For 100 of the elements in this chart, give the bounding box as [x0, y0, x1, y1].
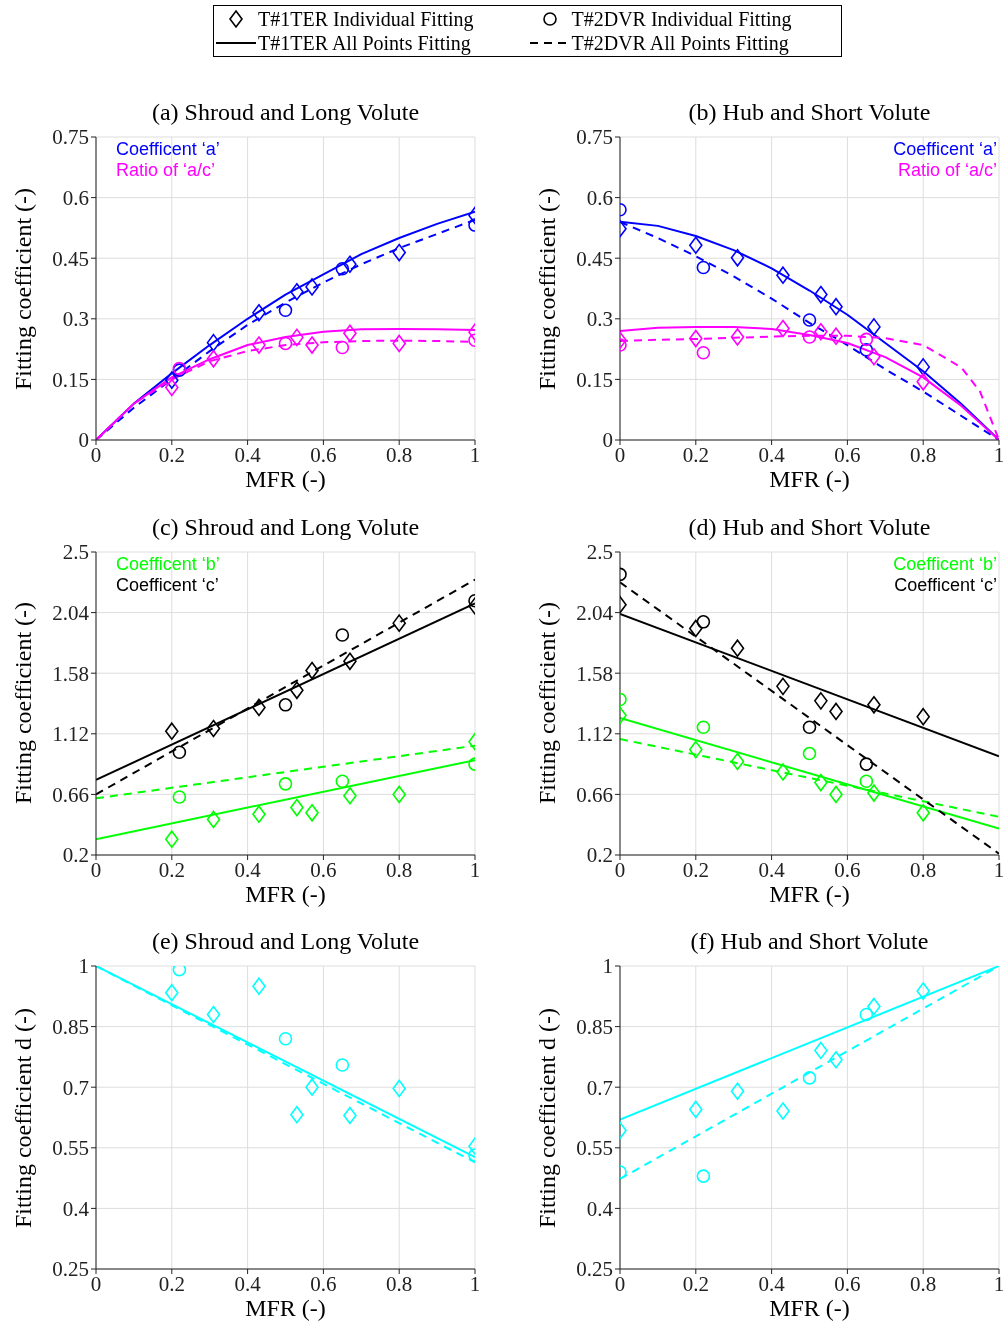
point — [252, 804, 266, 823]
y-tick-label: 0.3 — [62, 307, 89, 332]
point — [252, 303, 266, 322]
y-axis-title: Fitting coefficient (-) — [9, 601, 37, 805]
x-tick-label: 1 — [469, 857, 481, 882]
point — [165, 371, 179, 390]
y-tick-label: 0.25 — [576, 1257, 613, 1282]
x-tick-label: 0.8 — [910, 1271, 937, 1296]
y-tick-label: 0.15 — [52, 367, 89, 392]
point — [730, 1082, 745, 1101]
point — [776, 677, 790, 695]
legend-label: T#1TER All Points Fitting — [258, 31, 471, 55]
point — [305, 661, 319, 679]
x-tick-label: 0.6 — [310, 1271, 337, 1296]
point — [916, 982, 930, 1000]
point — [206, 350, 221, 368]
point — [305, 336, 319, 354]
x-tick-label: 0.4 — [234, 1271, 262, 1296]
x-tick-label: 1 — [469, 442, 481, 467]
chart-title: (a) Shroud and Long Volute — [150, 99, 421, 126]
y-tick-label: 2.04 — [52, 600, 90, 625]
point — [867, 997, 881, 1016]
point — [305, 278, 319, 296]
point — [252, 336, 266, 354]
point — [392, 334, 406, 353]
y-tick-label: 1 — [602, 954, 613, 979]
point — [814, 322, 828, 341]
point — [916, 803, 930, 822]
point — [696, 614, 711, 629]
x-tick-label: 0.8 — [386, 1271, 413, 1296]
point — [829, 702, 843, 720]
point — [867, 347, 881, 366]
point — [343, 324, 357, 343]
point — [252, 977, 266, 995]
point — [278, 303, 293, 318]
y-tick-label: 0.85 — [52, 1015, 89, 1040]
point — [802, 313, 817, 327]
point — [689, 619, 703, 637]
y-tick-label: 0.25 — [52, 1257, 89, 1282]
y-axis-title: Fitting coefficient (-) — [533, 187, 561, 390]
point — [859, 756, 874, 771]
point — [814, 1041, 828, 1060]
point — [335, 627, 350, 642]
point — [343, 652, 357, 670]
point — [278, 1031, 293, 1046]
point — [290, 798, 304, 816]
point — [802, 719, 817, 734]
point — [916, 707, 930, 725]
point — [392, 613, 406, 632]
point — [343, 1106, 357, 1125]
x-tick-label: 0.6 — [834, 1271, 861, 1296]
point — [730, 328, 745, 346]
point — [814, 691, 828, 710]
x-axis-title: MFR (-) — [244, 466, 327, 493]
x-tick-label: 1 — [993, 442, 1005, 467]
x-tick-label: 0.6 — [310, 857, 337, 882]
x-tick-label: 0.4 — [234, 857, 262, 882]
point — [916, 373, 930, 391]
y-axis-title: Fitting coefficient d (-) — [9, 1007, 37, 1228]
point — [278, 697, 293, 712]
x-tick-label: 0.2 — [158, 442, 185, 467]
y-tick-label: 1 — [78, 954, 89, 979]
y-tick-label: 1.58 — [52, 661, 89, 686]
point — [689, 236, 703, 255]
x-tick-label: 0.6 — [834, 442, 861, 467]
point — [802, 1071, 817, 1085]
point — [252, 698, 266, 716]
x-axis-title: MFR (-) — [244, 1295, 327, 1322]
point — [859, 343, 874, 357]
y-tick-label: 0.7 — [586, 1075, 613, 1100]
point — [392, 243, 406, 262]
y-tick-label: 0.6 — [586, 186, 613, 211]
point — [278, 336, 293, 351]
annotation: Coefficent ‘b’ — [892, 553, 997, 575]
point — [730, 249, 745, 267]
point — [696, 345, 711, 360]
annotation: Ratio of ‘a/c’ — [896, 160, 997, 181]
y-tick-label: 0.6 — [62, 186, 89, 211]
legend-label: T#2DVR Individual Fitting — [571, 7, 792, 31]
point — [290, 328, 304, 347]
point — [859, 332, 874, 347]
y-tick-label: 0.66 — [52, 782, 89, 807]
x-tick-label: 0.8 — [910, 857, 937, 882]
x-tick-label: 1 — [469, 1271, 481, 1296]
point — [776, 319, 790, 338]
x-tick-label: 0.2 — [682, 442, 709, 467]
point — [814, 285, 828, 304]
point — [165, 829, 179, 848]
point — [867, 783, 881, 802]
point — [305, 803, 319, 822]
legend-label: T#1TER Individual Fitting — [258, 7, 474, 31]
point — [829, 1050, 843, 1069]
y-tick-label: 1.12 — [52, 721, 89, 746]
x-tick-label: 0.6 — [310, 442, 337, 467]
point — [916, 358, 930, 376]
point — [776, 762, 790, 781]
y-tick-label: 2.5 — [62, 539, 89, 564]
y-tick-label: 0.7 — [62, 1075, 89, 1100]
y-tick-label: 0.55 — [576, 1136, 613, 1161]
point — [290, 681, 304, 699]
